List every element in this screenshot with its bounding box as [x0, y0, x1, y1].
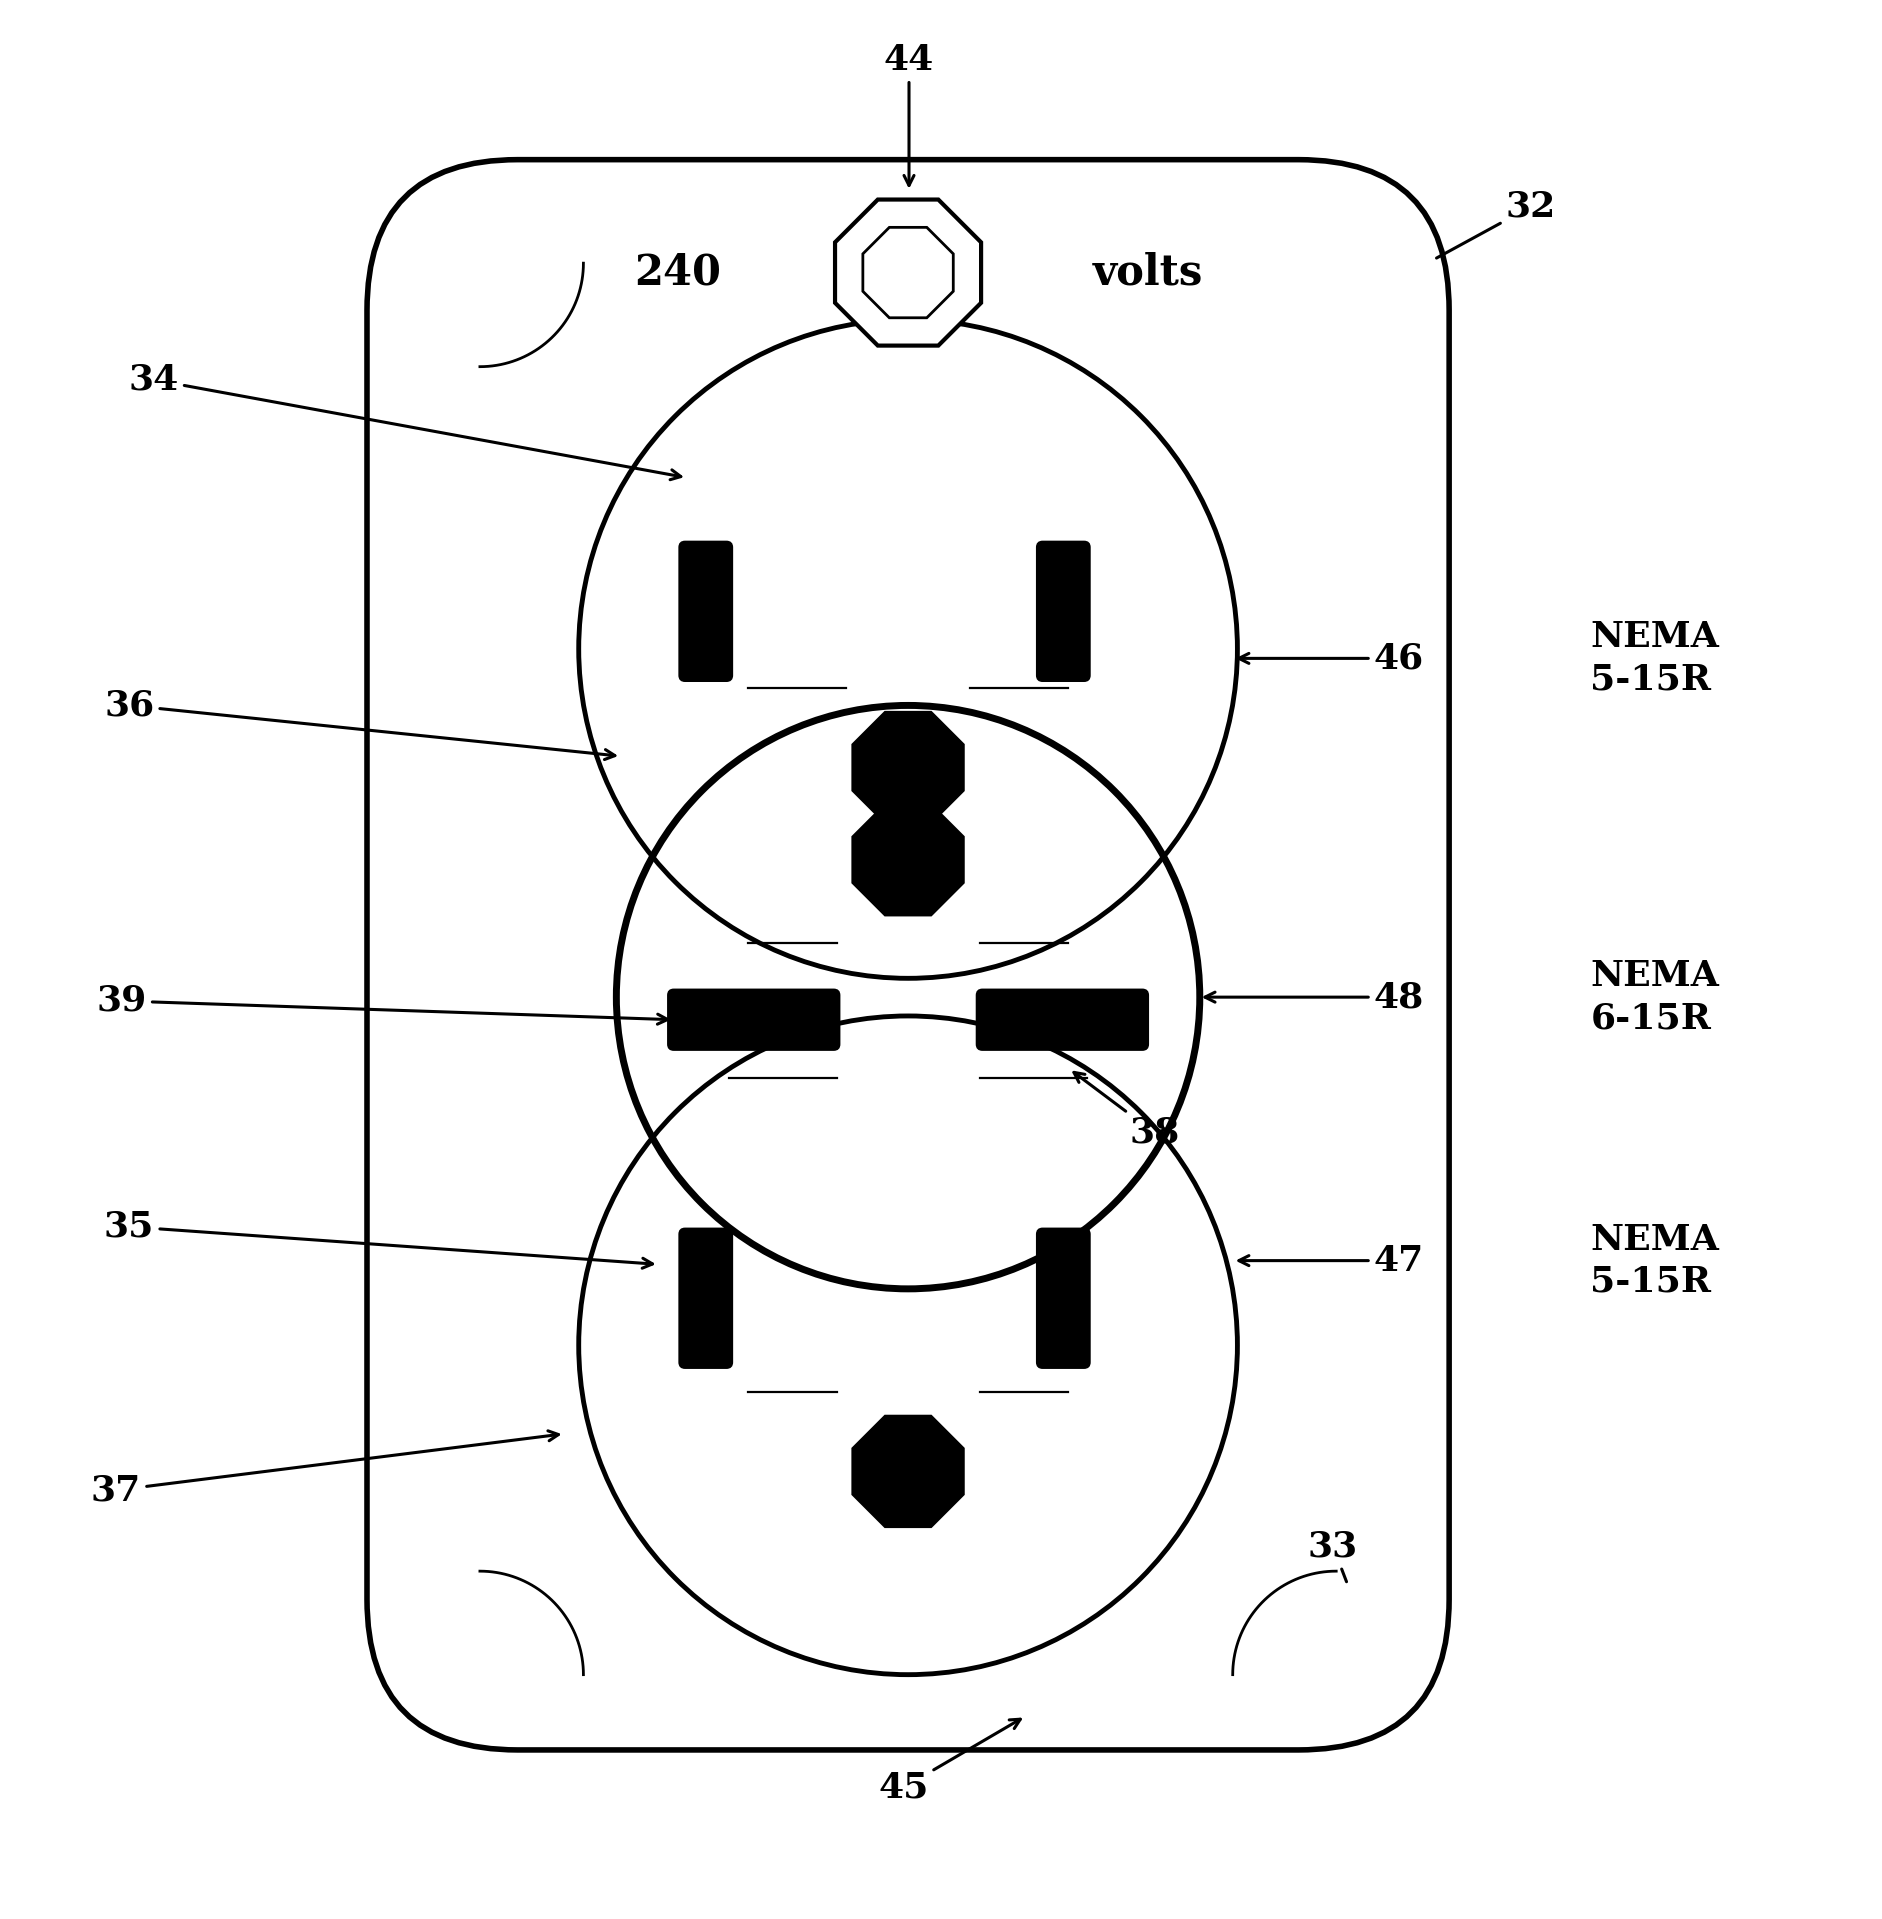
Text: 46: 46 [1238, 641, 1425, 675]
FancyBboxPatch shape [367, 159, 1449, 1750]
Polygon shape [853, 712, 964, 823]
Text: 38: 38 [1075, 1073, 1180, 1149]
Text: 45: 45 [879, 1719, 1020, 1804]
Text: 32: 32 [1436, 190, 1556, 257]
Text: 35: 35 [104, 1209, 653, 1268]
Text: NEMA
5-15R: NEMA 5-15R [1590, 1222, 1718, 1299]
Text: 240: 240 [634, 251, 721, 294]
FancyBboxPatch shape [679, 1228, 732, 1368]
Circle shape [578, 320, 1238, 979]
Text: 44: 44 [885, 42, 933, 186]
Text: 37: 37 [90, 1432, 559, 1506]
Text: 48: 48 [1204, 981, 1425, 1013]
Polygon shape [853, 1416, 964, 1528]
Text: 36: 36 [104, 689, 615, 760]
FancyBboxPatch shape [977, 990, 1148, 1050]
Circle shape [578, 1015, 1238, 1675]
Text: 47: 47 [1238, 1244, 1425, 1278]
Polygon shape [836, 200, 981, 345]
Text: 34: 34 [128, 363, 681, 480]
FancyBboxPatch shape [668, 990, 839, 1050]
Polygon shape [853, 804, 964, 915]
Text: volts: volts [1093, 251, 1203, 294]
FancyBboxPatch shape [1037, 541, 1090, 681]
Polygon shape [862, 226, 954, 319]
Text: 33: 33 [1308, 1529, 1359, 1581]
FancyBboxPatch shape [1037, 1228, 1090, 1368]
Text: NEMA
5-15R: NEMA 5-15R [1590, 620, 1718, 697]
Text: NEMA
6-15R: NEMA 6-15R [1590, 960, 1718, 1034]
Text: 39: 39 [96, 984, 668, 1025]
FancyBboxPatch shape [679, 541, 732, 681]
